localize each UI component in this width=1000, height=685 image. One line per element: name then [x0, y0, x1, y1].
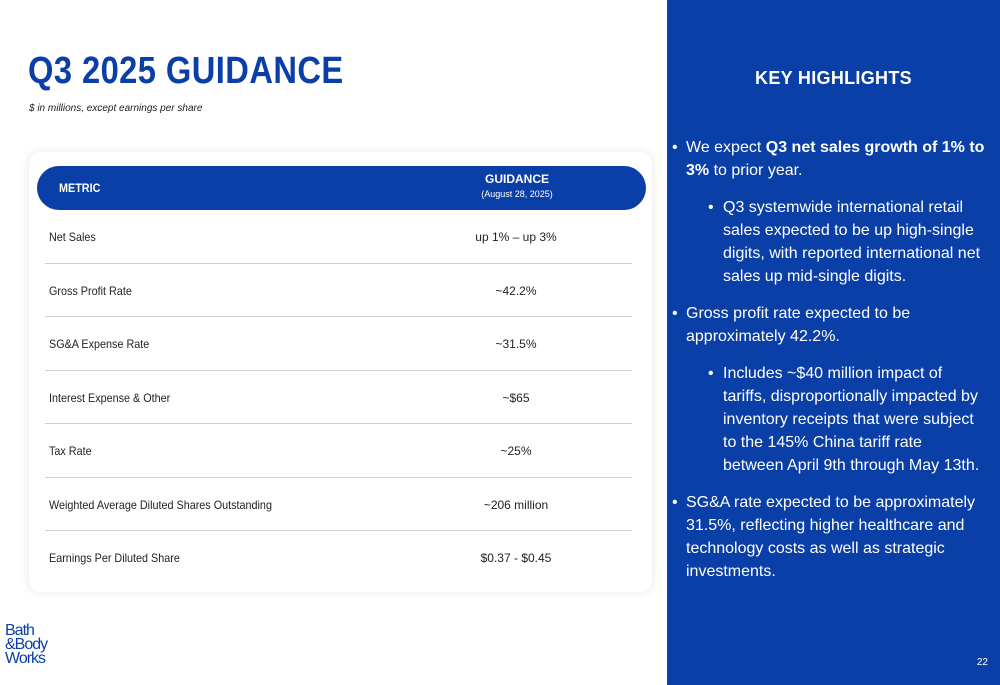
metric-label: SG&A Expense Rate [49, 337, 150, 351]
table-row: Gross Profit Rate ~42.2% [45, 264, 632, 317]
page-subtitle: $ in millions, except earnings per share [29, 103, 203, 114]
highlight-bullet-net-sales: We expect Q3 net sales growth of 1% to 3… [667, 136, 985, 182]
highlight-bullet-gross-profit: Gross profit rate expected to be approxi… [667, 302, 985, 348]
metric-label: Weighted Average Diluted Shares Outstand… [49, 497, 272, 512]
header-metric: METRIC [59, 181, 101, 195]
left-panel: Q3 2025 GUIDANCE $ in millions, except e… [5, 50, 652, 667]
table-row: Earnings Per Diluted Share $0.37 - $0.45 [45, 531, 632, 585]
logo-line-1: Bath [5, 622, 35, 639]
guidance-value: ~206 million [483, 497, 549, 512]
table-row: Interest Expense & Other ~$65 [45, 371, 632, 424]
page-number: 22 [976, 657, 988, 668]
table-body: Net Sales up 1% – up 3% Gross Profit Rat… [45, 210, 632, 585]
table-row: Tax Rate ~25% [45, 424, 632, 478]
highlights-list: We expect Q3 net sales growth of 1% to 3… [667, 136, 1000, 597]
header-guidance: GUIDANCE [484, 172, 549, 186]
highlight-bullet-sga: SG&A rate expected to be approximately 3… [667, 491, 985, 583]
guidance-value: ~$65 [502, 390, 530, 405]
guidance-value: $0.37 - $0.45 [480, 551, 552, 565]
highlights-title: KEY HIGHLIGHTS [755, 68, 912, 88]
metric-label: Earnings Per Diluted Share [49, 551, 180, 565]
table-row: Net Sales up 1% – up 3% [45, 210, 632, 264]
bullet-text-bold: Q3 net sales growth of 1% to 3% [686, 139, 985, 179]
header-guidance-date: (August 28, 2025) [481, 189, 553, 199]
bullet-text-post: to prior year. [709, 162, 803, 179]
page-title: Q3 2025 GUIDANCE [28, 50, 344, 92]
metric-label: Gross Profit Rate [49, 283, 132, 298]
logo-line-2: &Body [5, 636, 48, 653]
header-guidance-cell: GUIDANCE (August 28, 2025) [417, 172, 617, 199]
guidance-value: ~42.2% [495, 283, 537, 298]
guidance-table: METRIC GUIDANCE (August 28, 2025) Net Sa… [29, 152, 652, 592]
logo-line-3: Works [5, 650, 46, 667]
bullet-text-pre: We expect [686, 139, 766, 156]
table-header: METRIC GUIDANCE (August 28, 2025) [37, 166, 646, 210]
guidance-value: ~25% [500, 444, 532, 458]
metric-label: Net Sales [49, 230, 96, 244]
guidance-value: ~31.5% [495, 337, 537, 351]
brand-logo: Bath &Body Works [5, 622, 61, 667]
highlights-panel: KEY HIGHLIGHTS We expect Q3 net sales gr… [667, 0, 1000, 685]
table-row: SG&A Expense Rate ~31.5% [45, 317, 632, 371]
guidance-value: up 1% – up 3% [475, 230, 557, 244]
metric-label: Interest Expense & Other [49, 390, 171, 405]
highlight-subbullet-international: Q3 systemwide international retail sales… [667, 196, 985, 288]
metric-label: Tax Rate [49, 444, 92, 458]
table-row: Weighted Average Diluted Shares Outstand… [45, 478, 632, 531]
highlight-subbullet-tariffs: Includes ~$40 million impact of tariffs,… [667, 362, 985, 477]
